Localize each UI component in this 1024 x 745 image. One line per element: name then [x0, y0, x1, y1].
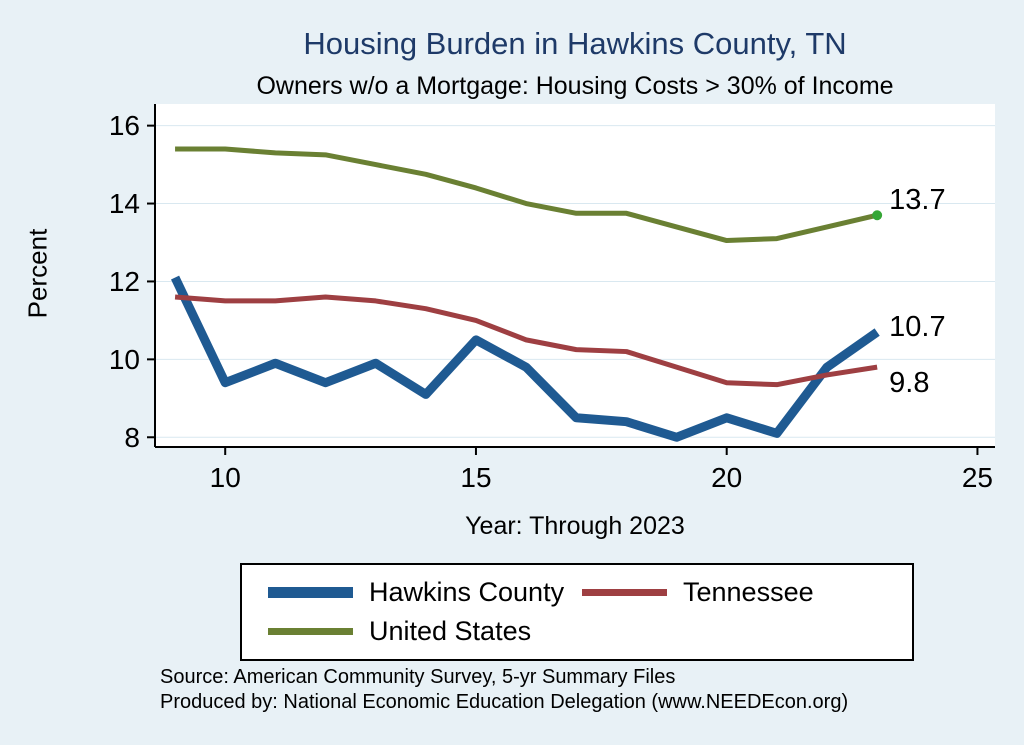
end-label-hawkins-county: 10.7	[889, 311, 945, 343]
legend-swatch-hawkins-county	[268, 587, 353, 598]
legend-item-united-states: United States	[268, 616, 572, 647]
x-tick-label: 25	[962, 462, 993, 493]
y-tick-label: 12	[109, 266, 140, 297]
series-line-tennessee	[174, 294, 878, 388]
x-tick-label: 15	[460, 462, 491, 493]
legend-label-united-states: United States	[369, 616, 532, 646]
x-tick-label: 10	[210, 462, 241, 493]
series-line-hawkins-county	[170, 275, 880, 442]
legend-label-tennessee: Tennessee	[683, 577, 814, 607]
end-label-tennessee: 9.8	[889, 367, 929, 399]
legend-swatch-tennessee	[582, 589, 667, 596]
legend: Hawkins County Tennessee United States	[240, 563, 914, 661]
legend-grid: Hawkins County Tennessee United States	[268, 577, 886, 647]
legend-label-hawkins-county: Hawkins County	[369, 577, 565, 607]
series-line-united-states	[175, 146, 878, 244]
y-tick-label: 8	[124, 422, 140, 453]
chart-subtitle: Owners w/o a Mortgage: Housing Costs > 3…	[256, 72, 894, 100]
y-tick-label: 16	[109, 110, 140, 141]
end-marker-united-states	[872, 210, 883, 221]
legend-swatch-united-states	[268, 628, 353, 635]
x-tick-label: 20	[711, 462, 742, 493]
legend-item-tennessee: Tennessee	[582, 577, 886, 608]
chart-title: Housing Burden in Hawkins County, TN	[303, 26, 847, 61]
plot-background	[155, 104, 995, 447]
source-note: Source: American Community Survey, 5-yr …	[160, 665, 848, 715]
x-axis-label: Year: Through 2023	[465, 512, 685, 540]
produced-by-line: Produced by: National Economic Education…	[160, 691, 849, 713]
end-label-united-states: 13.7	[889, 184, 945, 216]
legend-item-hawkins-county: Hawkins County	[268, 577, 572, 608]
source-line: Source: American Community Survey, 5-yr …	[160, 666, 676, 688]
y-tick-label: 14	[109, 188, 140, 219]
y-tick-label: 10	[109, 344, 140, 375]
